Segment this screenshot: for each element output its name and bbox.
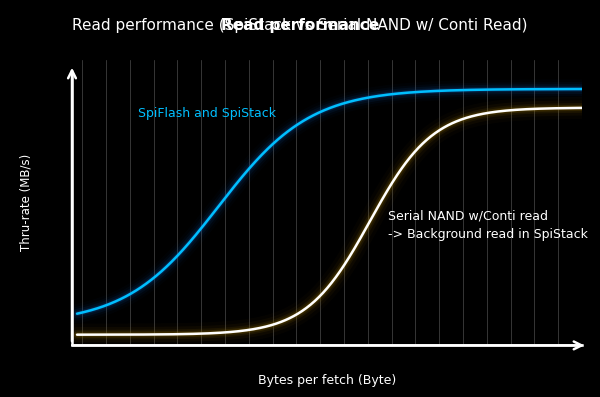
Text: Read performance (SpiStack vs Serial NAND w/ Conti Read): Read performance (SpiStack vs Serial NAN… <box>72 18 528 33</box>
Text: Read performance: Read performance <box>221 18 379 33</box>
Text: Serial NAND w/Conti read
-> Background read in SpiStack: Serial NAND w/Conti read -> Background r… <box>388 209 588 241</box>
Text: Bytes per fetch (Byte): Bytes per fetch (Byte) <box>258 374 396 387</box>
Text: Thru-rate (MB/s): Thru-rate (MB/s) <box>20 154 32 251</box>
Text: SpiFlash and SpiStack: SpiFlash and SpiStack <box>139 107 277 120</box>
